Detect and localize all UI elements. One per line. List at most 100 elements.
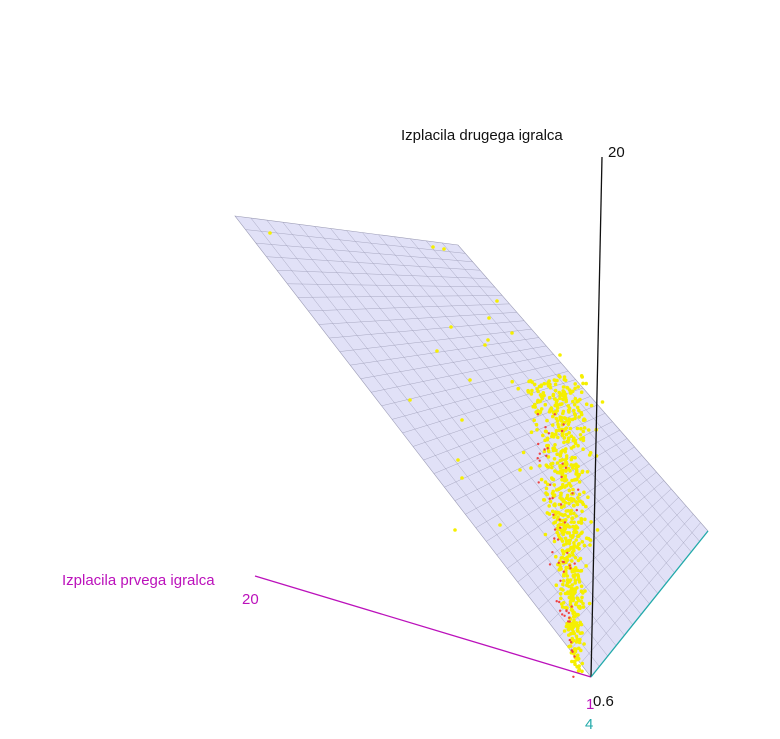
scatter-point bbox=[566, 466, 571, 471]
scatter-point bbox=[553, 520, 558, 524]
scatter-point bbox=[535, 387, 539, 391]
scatter-point bbox=[567, 531, 571, 535]
scatter-point bbox=[559, 415, 564, 420]
scatter-point bbox=[573, 530, 577, 535]
scatter-point bbox=[510, 331, 514, 335]
scatter-point bbox=[561, 411, 565, 416]
scatter-point bbox=[549, 406, 554, 410]
scatter-point bbox=[563, 378, 568, 383]
scatter-point bbox=[545, 454, 548, 457]
scatter-point bbox=[529, 392, 534, 396]
grid-line-v bbox=[569, 514, 694, 651]
scatter-point bbox=[539, 477, 544, 482]
scatter-point bbox=[566, 551, 569, 555]
scatter-point bbox=[576, 520, 581, 525]
scatter-point bbox=[570, 516, 575, 520]
scatter-point bbox=[577, 640, 582, 645]
scatter-point bbox=[577, 492, 582, 497]
scatter-point bbox=[551, 496, 554, 500]
y-axis-line bbox=[590, 156, 603, 678]
scatter-point bbox=[595, 528, 600, 532]
scatter-point bbox=[532, 382, 537, 387]
scatter-point bbox=[581, 436, 586, 440]
scatter-point bbox=[567, 595, 572, 600]
scatter-point bbox=[564, 565, 568, 570]
scatter-point bbox=[554, 428, 559, 433]
scatter-point bbox=[547, 504, 551, 508]
scatter-point bbox=[573, 581, 577, 585]
scatter-point bbox=[546, 447, 549, 450]
scatter-point bbox=[576, 496, 580, 500]
scatter-point bbox=[560, 432, 565, 436]
scatter-point bbox=[573, 386, 577, 391]
scatter-point bbox=[565, 385, 569, 390]
scatter-point bbox=[543, 480, 548, 484]
scatter-point bbox=[541, 433, 545, 438]
scatter-point bbox=[546, 482, 550, 487]
scatter-point bbox=[546, 465, 551, 469]
scatter-point bbox=[555, 517, 560, 522]
scatter-point bbox=[574, 634, 579, 639]
scatter-point bbox=[570, 631, 575, 636]
scatter-point bbox=[495, 299, 499, 303]
scatter-point bbox=[579, 584, 584, 588]
scatter-point bbox=[576, 612, 580, 617]
scatter-point bbox=[562, 436, 567, 440]
scatter-point bbox=[558, 458, 563, 463]
scatter-point bbox=[577, 408, 581, 413]
scatter-point bbox=[562, 570, 565, 573]
scatter-point bbox=[574, 468, 579, 472]
scatter-point bbox=[577, 488, 580, 491]
scatter-point bbox=[518, 468, 522, 472]
scatter-point bbox=[442, 247, 446, 251]
scatter-point bbox=[582, 642, 586, 646]
scatter-point bbox=[552, 446, 557, 451]
scatter-point bbox=[573, 441, 578, 446]
scatter-point bbox=[561, 560, 564, 563]
scatter-point bbox=[582, 426, 587, 430]
scatter-point bbox=[581, 381, 585, 386]
scatter-point bbox=[545, 443, 549, 448]
scatter-point bbox=[563, 605, 568, 610]
scatter-point bbox=[570, 455, 574, 460]
scatter-point bbox=[558, 453, 563, 457]
scatter-point bbox=[561, 499, 566, 504]
scatter-point bbox=[580, 470, 584, 475]
scatter-point bbox=[572, 520, 576, 525]
scatter-point bbox=[567, 388, 572, 392]
scatter-point bbox=[529, 466, 533, 470]
scatter-point bbox=[568, 644, 573, 648]
scatter-point bbox=[568, 638, 571, 642]
scatter-point bbox=[570, 499, 574, 503]
scatter-point bbox=[554, 432, 558, 436]
scatter-point bbox=[580, 661, 585, 666]
scatter-point bbox=[567, 633, 571, 637]
scatter-point bbox=[536, 398, 540, 403]
scatter-point bbox=[543, 438, 547, 443]
scatter-point bbox=[541, 391, 546, 395]
scatter-point bbox=[571, 438, 576, 443]
scatter-point bbox=[569, 545, 573, 550]
scatter-point bbox=[557, 561, 560, 564]
grid-line-v bbox=[454, 421, 613, 501]
scatter-point bbox=[578, 620, 582, 625]
grid-line-v bbox=[444, 413, 606, 488]
scatter-point bbox=[575, 405, 580, 410]
scatter-point bbox=[571, 487, 575, 492]
scatter-point bbox=[559, 485, 564, 490]
scatter-point bbox=[556, 533, 561, 538]
scatter-point bbox=[555, 403, 559, 407]
scatter-point bbox=[550, 461, 555, 466]
grid-line-v bbox=[371, 354, 554, 393]
scatter-point bbox=[575, 637, 579, 641]
scatter-point bbox=[561, 528, 565, 532]
scatter-point bbox=[574, 640, 579, 644]
grid-line-v bbox=[580, 522, 701, 664]
scatter-point bbox=[581, 605, 586, 609]
scatter-point bbox=[555, 600, 558, 603]
scatter-point bbox=[573, 578, 578, 583]
scatter-point bbox=[566, 404, 570, 408]
grid-line-v bbox=[423, 396, 591, 461]
